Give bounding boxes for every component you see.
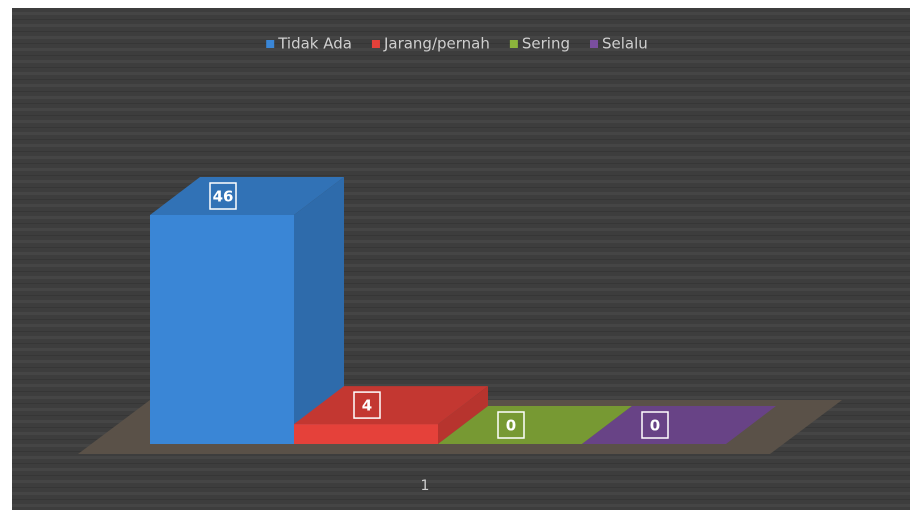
legend-swatch: [509, 40, 518, 48]
legend: Tidak Ada Jarang/pernah Sering Selalu: [266, 35, 648, 53]
x-tick-label: 1: [421, 478, 430, 494]
data-label-box: [353, 391, 381, 419]
bar-front: [150, 215, 294, 444]
data-label-box: [209, 182, 237, 210]
data-label: 0: [506, 417, 516, 435]
legend-swatch: [266, 40, 275, 48]
data-label-box: [641, 411, 669, 439]
data-label: 4: [362, 397, 372, 415]
bar-side: [438, 386, 488, 444]
legend-label: Jarang/pernah: [383, 35, 490, 53]
bar-side: [294, 177, 344, 444]
bar-top: [294, 386, 488, 425]
data-label-box: [497, 411, 525, 439]
data-label: 0: [650, 417, 660, 435]
bar-front: [294, 424, 438, 444]
legend-label: Sering: [522, 35, 570, 53]
legend-label: Selalu: [602, 35, 648, 53]
legend-swatch: [371, 40, 380, 48]
bar-top: [438, 406, 632, 444]
bar-top: [582, 406, 776, 444]
data-label: 46: [213, 188, 234, 206]
legend-label: Tidak Ada: [277, 35, 352, 53]
bar-top: [150, 177, 344, 215]
legend-swatch: [590, 40, 598, 48]
